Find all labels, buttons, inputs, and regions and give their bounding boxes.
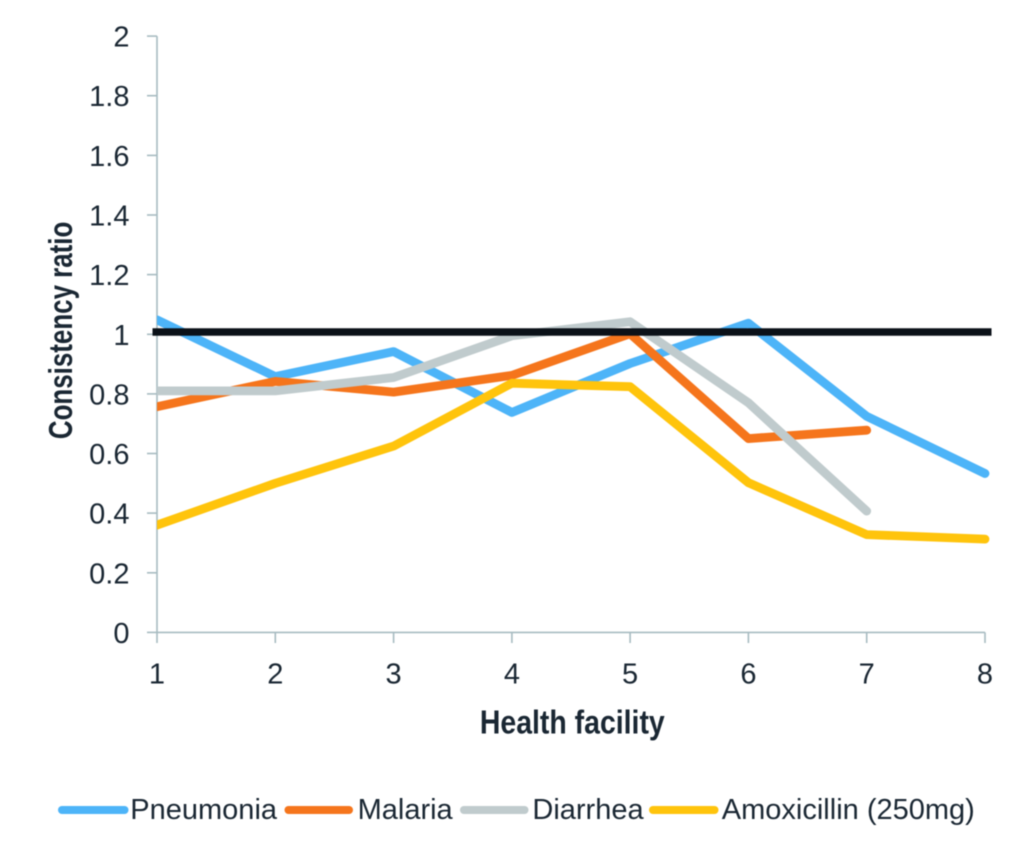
svg-text:Diarrhea: Diarrhea (532, 794, 644, 826)
svg-text:1.4: 1.4 (89, 201, 129, 233)
svg-text:7: 7 (859, 659, 875, 691)
svg-text:8: 8 (977, 659, 993, 691)
svg-text:6: 6 (740, 659, 756, 691)
svg-text:Amoxicillin (250mg): Amoxicillin (250mg) (722, 794, 975, 826)
svg-text:0.6: 0.6 (89, 439, 129, 471)
svg-text:0.4: 0.4 (89, 499, 129, 531)
svg-text:Consistency ratio: Consistency ratio (43, 222, 80, 439)
svg-text:4: 4 (504, 659, 520, 691)
svg-text:Malaria: Malaria (358, 794, 454, 826)
svg-text:2: 2 (267, 659, 283, 691)
svg-text:3: 3 (386, 659, 402, 691)
svg-text:5: 5 (622, 659, 638, 691)
svg-text:Pneumonia: Pneumonia (130, 794, 278, 826)
svg-text:1.8: 1.8 (89, 81, 129, 113)
svg-text:2: 2 (113, 22, 129, 54)
svg-text:Health facility: Health facility (480, 704, 665, 741)
svg-text:0.8: 0.8 (89, 379, 129, 411)
svg-text:0.2: 0.2 (89, 558, 129, 590)
svg-text:0: 0 (113, 618, 129, 650)
svg-text:1.2: 1.2 (89, 260, 129, 292)
svg-text:1: 1 (113, 320, 129, 352)
svg-text:1.6: 1.6 (89, 141, 129, 173)
svg-text:1: 1 (149, 659, 165, 691)
